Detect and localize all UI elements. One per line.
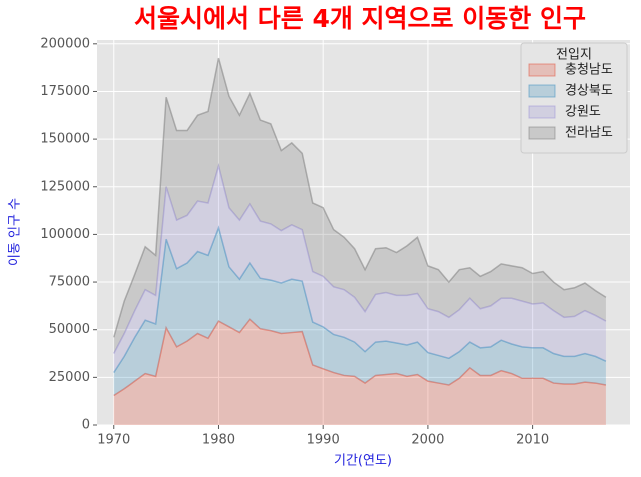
legend-swatch bbox=[528, 63, 556, 77]
y-axis-label: 이동 인구 수 bbox=[8, 198, 23, 266]
area-edge bbox=[113, 318, 607, 397]
legend-box bbox=[520, 42, 628, 154]
x-axis-label: 기간(연도) bbox=[334, 454, 392, 469]
legend-label: 전라남도 bbox=[565, 126, 613, 141]
y-tick-label: 200000 bbox=[40, 36, 90, 51]
x-tick-label: 2000 bbox=[411, 433, 444, 448]
legend-title: 전입지 bbox=[556, 48, 592, 63]
area-edge bbox=[113, 57, 607, 338]
y-tick-label: 100000 bbox=[40, 227, 90, 242]
legend-swatch bbox=[528, 84, 556, 98]
area bbox=[113, 227, 606, 396]
legend-label: 충청남도 bbox=[565, 63, 613, 78]
areas bbox=[113, 57, 607, 425]
area-edge bbox=[113, 162, 607, 354]
y-tick-label: 25000 bbox=[49, 370, 90, 385]
area bbox=[113, 319, 606, 425]
x-tick-label: 1990 bbox=[307, 433, 340, 448]
y-tick-label: 125000 bbox=[40, 179, 90, 194]
legend-label: 강원도 bbox=[565, 105, 601, 120]
legend-swatch bbox=[528, 105, 556, 119]
y-tick-label: 175000 bbox=[40, 84, 90, 99]
chart-title: 서울시에서 다른 4개 지역으로 이동한 인구 bbox=[134, 4, 586, 33]
y-tick-label: 75000 bbox=[49, 275, 90, 290]
legend-label: 경상북도 bbox=[565, 84, 613, 99]
grid: 0 25000 50000 75000 100000 125000 150000 175000… bbox=[40, 36, 630, 448]
x-tick-label: 1970 bbox=[97, 433, 130, 448]
legend-swatch bbox=[528, 126, 556, 140]
area bbox=[113, 58, 606, 354]
y-tick-label: 50000 bbox=[49, 322, 90, 337]
y-tick-label: 0 bbox=[82, 418, 90, 433]
x-tick-label: 1980 bbox=[202, 433, 235, 448]
x-tick-label: 2010 bbox=[516, 433, 549, 448]
y-tick-label: 150000 bbox=[40, 132, 90, 147]
area-edge bbox=[113, 225, 607, 373]
